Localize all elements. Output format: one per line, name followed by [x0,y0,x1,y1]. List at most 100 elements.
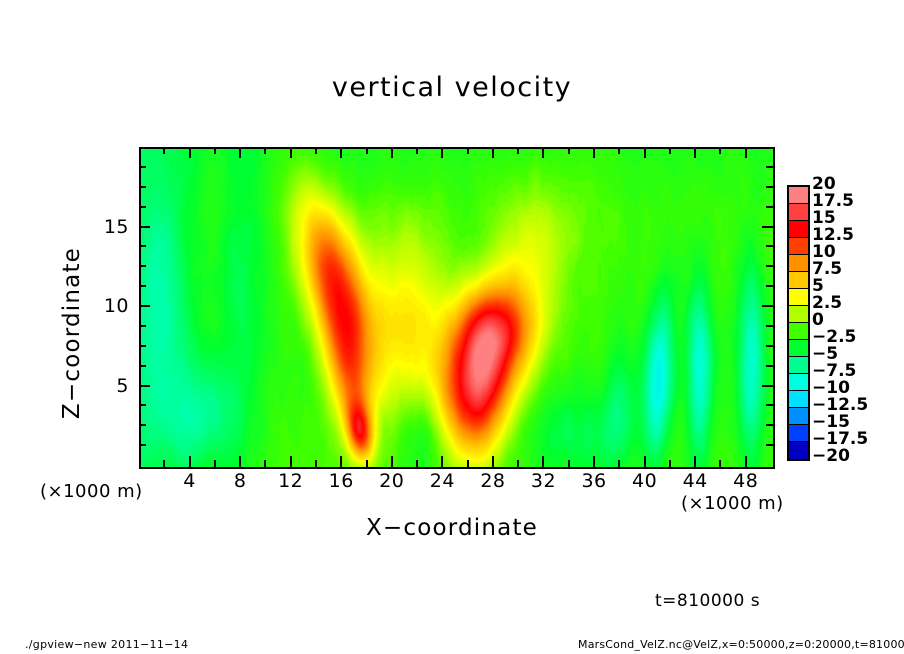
y-axis-tick [139,364,146,367]
colorbar-tick-label: 0 [812,310,824,330]
x-axis-tick [340,147,343,158]
colorbar-band [789,340,808,357]
x-axis-tick [694,456,697,467]
colorbar-tick-label: −12.5 [812,395,869,415]
x-axis-tick [213,460,216,467]
colorbar-tick-label: 5 [812,276,824,296]
y-axis-tick [139,245,146,248]
x-axis-title: X−coordinate [365,515,539,541]
x-axis-tick [542,456,545,467]
y-axis-tick [766,444,773,447]
x-axis-tick [340,456,343,467]
x-axis-tick [188,456,191,467]
colorbar-tick-label: −2.5 [812,327,857,347]
x-axis-tick [264,147,267,154]
x-axis-tick [314,147,317,154]
colorbar-tick-label: −15 [812,412,850,432]
y-axis-tick [762,305,773,307]
colorbar-band [789,272,808,289]
x-axis-tick [593,456,596,467]
colorbar-tick-label: 12.5 [812,225,854,245]
colorbar-band [789,408,808,425]
y-axis-tick [766,404,773,407]
x-axis-tick-label: 36 [581,470,607,492]
x-axis-tick [416,147,419,154]
y-axis-tick [139,444,146,447]
x-axis-tick [744,147,747,158]
y-axis-tick [766,265,773,268]
x-axis-tick [643,147,646,158]
x-axis-tick-label: 8 [233,470,247,492]
x-axis-tick [188,147,191,158]
time-annotation: t=810000 s [655,591,761,611]
colorbar-tick-label: 7.5 [812,259,843,279]
y-axis-tick [139,404,146,407]
y-axis-tick [762,384,773,387]
colorbar-band [789,374,808,391]
y-axis-tick [139,285,146,288]
x-axis-tick [239,456,242,467]
colorbar-band [789,187,808,204]
y-axis-tick-label: 15 [103,215,129,238]
x-axis-tick [694,147,697,158]
y-axis-tick [139,205,146,208]
y-axis-tick [139,165,146,168]
x-axis-tick-label: 40 [632,470,658,492]
x-axis-tick [239,147,242,158]
y-axis-tick [139,305,150,307]
colorbar-band [789,391,808,408]
colorbar-tick-label: 2.5 [812,293,843,313]
x-axis-tick-label: 4 [183,470,196,492]
x-axis-tick [163,460,166,467]
colorbar-band [789,255,808,272]
y-axis-tick [766,424,773,427]
y-axis-tick [139,185,146,188]
x-axis-tick [618,147,621,154]
colorbar-tick-label: 10 [812,242,836,262]
colorbar-band [789,238,808,255]
y-axis-tick [766,185,773,188]
y-axis-tick [766,205,773,208]
x-axis-tick [466,460,469,467]
x-axis-tick-label: 32 [530,470,557,492]
colorbar-tick-label: −10 [812,378,850,398]
x-axis-tick [719,147,722,154]
x-axis-tick [491,147,494,158]
x-axis-tick-label: 24 [429,470,455,492]
colorbar-band [789,289,808,306]
x-axis-tick-label: 12 [278,470,304,492]
x-axis-tick [567,147,570,154]
y-axis-tick [139,324,146,327]
x-axis-tick [517,147,520,154]
x-axis-tick-label: 48 [733,470,759,492]
y-axis-tick [766,324,773,327]
x-axis-tick [213,147,216,154]
y-axis-unit-label: (×1000 m) [40,481,143,502]
colorbar-band [789,425,808,442]
x-axis-tick [668,460,671,467]
colorbar-tick-label: 17.5 [812,191,854,211]
footer-command: ./gpview−new 2011−11−14 [25,638,189,651]
y-axis-tick-label: 10 [103,295,129,317]
y-axis-title: Z−coordinate [59,246,85,420]
vertical-velocity-heatmap [141,149,773,467]
x-axis-tick [542,147,545,158]
x-axis-tick [593,147,596,158]
x-axis-tick [390,147,393,158]
colorbar-tick-label: −5 [812,344,839,364]
x-axis-tick [264,460,267,467]
x-axis-tick [618,460,621,467]
colorbar-band [789,442,808,459]
contour-plot-panel[interactable] [139,147,775,469]
x-axis-tick [567,460,570,467]
colorbar-band [789,204,808,221]
x-axis-tick [365,460,368,467]
x-axis-tick [289,456,292,467]
x-axis-tick [744,456,747,467]
page-title: vertical velocity [331,72,573,103]
colorbar-band [789,221,808,238]
colorbar-tick-label: 15 [812,208,836,228]
x-axis-tick-label: 28 [480,470,506,492]
x-axis-tick [719,460,722,467]
colorbar[interactable] [787,185,810,461]
